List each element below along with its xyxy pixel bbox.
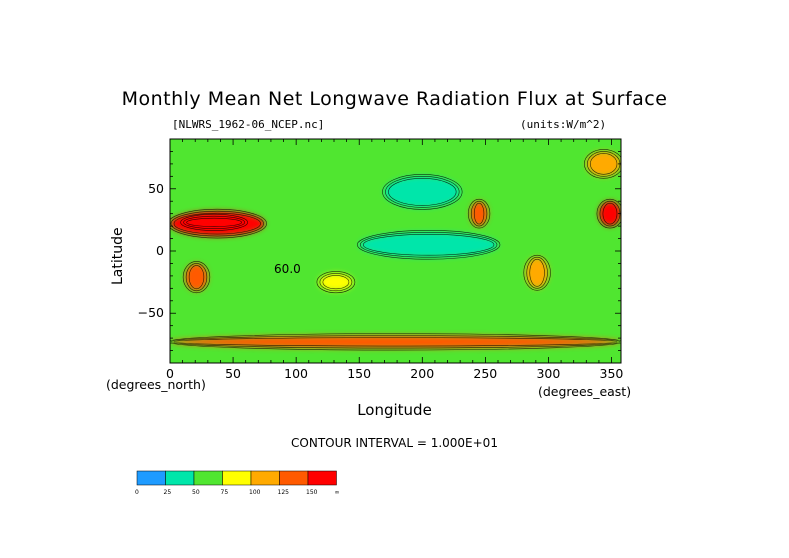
contour-southern-africa xyxy=(188,265,205,290)
contour-north-pacific xyxy=(382,174,463,210)
legend-swatch xyxy=(307,470,337,486)
contour-south-america xyxy=(526,256,548,289)
y-tick-label: −50 xyxy=(137,305,164,321)
contour-australia xyxy=(319,273,353,292)
contour-australia xyxy=(322,275,350,290)
region-tropical-pacific xyxy=(359,232,498,258)
contour-mexico-sw-us xyxy=(470,200,488,227)
contour-tropical-pacific xyxy=(356,230,501,260)
contour-sahara-core xyxy=(180,213,248,231)
contour-lines xyxy=(170,149,621,351)
region-southwest-asia xyxy=(598,201,621,227)
y-unit-label: (degrees_north) xyxy=(106,377,206,392)
y-tick-label: 50 xyxy=(148,180,164,196)
contour-sahara-arabia xyxy=(173,212,261,235)
contour-australia xyxy=(316,271,356,294)
legend-swatch xyxy=(222,470,252,486)
legend-swatch xyxy=(279,470,309,486)
contour-antarctic-ring xyxy=(173,337,618,347)
x-tick-label: 50 xyxy=(225,366,241,381)
region-southern-africa xyxy=(185,263,208,291)
x-tick-label: 100 xyxy=(284,366,308,381)
chart-title: Monthly Mean Net Longwave Radiation Flux… xyxy=(121,88,668,110)
contour-sahara-core xyxy=(186,217,242,227)
region-mexico-sw-us xyxy=(470,201,488,227)
legend-level-label: 75 xyxy=(220,489,229,496)
x-tick-label: 200 xyxy=(410,366,435,381)
contour-mexico-sw-us xyxy=(467,198,491,229)
legend-level-label: ∞ xyxy=(334,489,340,496)
x-unit-label: (degrees_east) xyxy=(538,384,632,399)
legend-swatch xyxy=(136,470,166,486)
region-sahara-core xyxy=(182,216,246,229)
legend-level-label: 50 xyxy=(192,489,200,496)
file-label: [NLWRS_1962-06_NCEP.nc] xyxy=(172,118,325,131)
x-tick-label: 0 xyxy=(166,366,174,381)
y-axis-label: Latitude xyxy=(110,227,126,285)
region-north-cold xyxy=(586,151,621,177)
legend-swatch xyxy=(165,470,195,486)
x-tick-label: 350 xyxy=(599,366,624,381)
contour-southern-africa xyxy=(182,261,211,294)
units-label: (units:W/m^2) xyxy=(520,118,607,131)
contour-north-pacific xyxy=(385,176,460,208)
contour-tropical-pacific xyxy=(362,234,495,256)
color-legend xyxy=(136,470,337,486)
region-antarctic-ring xyxy=(170,335,621,349)
plot-area xyxy=(170,139,621,363)
legend-level-label: 100 xyxy=(249,489,261,496)
region-australia xyxy=(318,273,353,291)
contour-mexico-sw-us xyxy=(473,202,485,225)
contour-antarctic-ring xyxy=(170,335,621,349)
x-tick-label: 300 xyxy=(536,366,561,381)
legend-level-label: 125 xyxy=(277,489,289,496)
contour-value-label: 60.0 xyxy=(274,261,301,276)
axis-ticks xyxy=(169,138,621,364)
contour-north-cold xyxy=(590,153,618,175)
legend-level-label: 150 xyxy=(306,489,318,496)
region-south-america xyxy=(525,257,549,289)
contour-sahara-arabia xyxy=(170,210,264,237)
x-tick-label: 250 xyxy=(473,366,498,381)
contour-sahara-core xyxy=(183,215,245,229)
legend-level-label: 25 xyxy=(163,489,172,496)
contour-antarctic-ring xyxy=(170,333,621,351)
contour-sahara-arabia xyxy=(170,208,267,239)
contour-south-america xyxy=(529,258,545,287)
contour-southwest-asia xyxy=(602,202,618,225)
legend-swatch xyxy=(250,470,280,486)
contour-southern-africa xyxy=(185,263,208,292)
x-tick-label: 150 xyxy=(347,366,372,381)
contour-tropical-pacific xyxy=(359,232,498,258)
legend-swatch xyxy=(193,470,223,486)
y-tick-label: 0 xyxy=(156,243,164,258)
region-north-pacific xyxy=(384,176,461,208)
contour-interval: CONTOUR INTERVAL = 1.000E+01 xyxy=(291,436,498,450)
contour-north-cold xyxy=(584,149,621,179)
contour-north-pacific xyxy=(388,178,457,206)
contour-southwest-asia xyxy=(596,198,621,229)
x-axis-label: Longitude xyxy=(357,401,432,419)
legend-level-label: 0 xyxy=(135,489,139,496)
contour-south-america xyxy=(523,254,551,291)
